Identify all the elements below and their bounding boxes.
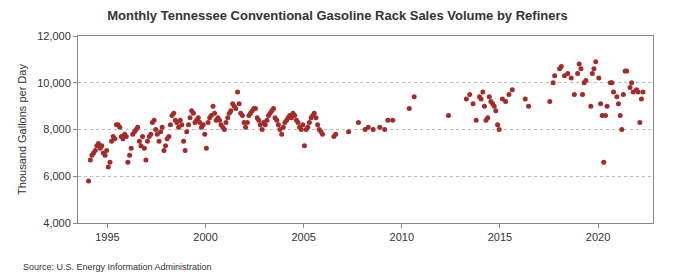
- svg-text:1995: 1995: [95, 231, 119, 243]
- svg-text:4,000: 4,000: [43, 217, 71, 229]
- svg-text:8,000: 8,000: [43, 123, 71, 135]
- svg-text:2015: 2015: [488, 231, 512, 243]
- svg-text:12,000: 12,000: [37, 30, 71, 42]
- svg-text:2000: 2000: [193, 231, 217, 243]
- svg-text:6,000: 6,000: [43, 170, 71, 182]
- svg-text:2005: 2005: [291, 231, 315, 243]
- svg-text:2010: 2010: [390, 231, 414, 243]
- svg-text:2020: 2020: [586, 231, 610, 243]
- svg-text:10,000: 10,000: [37, 77, 71, 89]
- svg-text:Thousand Gallons per Day: Thousand Gallons per Day: [16, 64, 28, 195]
- svg-text:Source: U.S. Energy Informatio: Source: U.S. Energy Information Administ…: [23, 262, 212, 272]
- svg-text:Monthly Tennessee Conventional: Monthly Tennessee Conventional Gasoline …: [107, 8, 567, 23]
